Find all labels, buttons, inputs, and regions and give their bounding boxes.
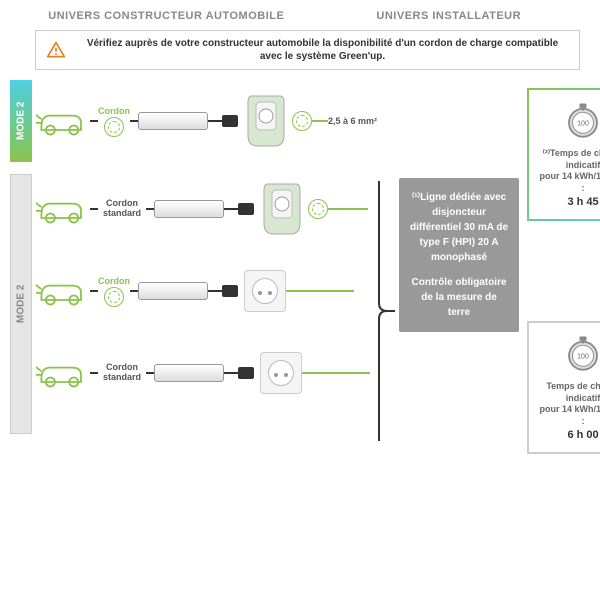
cord-brand-label: Cordon <box>98 106 130 116</box>
mode-labels-column: MODE 2 MODE 2 <box>10 80 32 454</box>
info-line2: Contrôle obligatoire de la mesure de ter… <box>409 275 509 320</box>
greenup-badge-icon <box>104 117 124 137</box>
mode-label-top: MODE 2 <box>10 80 32 162</box>
rows-column: Cordon 2,5 à 6 mm² Cordon standard <box>32 80 377 454</box>
car-icon <box>36 273 90 309</box>
cord-brand-label: Cordon <box>98 276 130 286</box>
greenup-badge-icon <box>104 287 124 307</box>
timer-icon: 100 <box>562 333 600 375</box>
wire-section-label: 2,5 à 6 mm² <box>328 116 377 126</box>
time-label: ⁽²⁾Temps de charge indicatif <box>543 148 600 170</box>
svg-text:100: 100 <box>577 120 589 127</box>
connector-icon <box>222 285 238 297</box>
greenup-socket-icon <box>260 180 304 238</box>
charge-row: Cordon standard <box>32 168 377 250</box>
car-icon <box>36 191 90 227</box>
cable-box-icon <box>138 282 208 300</box>
charge-row: Cordon 2,5 à 6 mm² <box>32 80 377 162</box>
header-row: UNIVERS CONSTRUCTEUR AUTOMOBILE UNIVERS … <box>35 10 580 22</box>
svg-text:100: 100 <box>577 353 589 360</box>
time-value: 3 h 45 <box>567 196 598 208</box>
cable-box-icon <box>154 200 224 218</box>
warning-box: Vérifiez auprès de votre constructeur au… <box>35 30 580 70</box>
connector-icon <box>238 367 254 379</box>
charge-row: Cordon standard <box>32 332 377 414</box>
greenup-socket-icon <box>244 92 288 150</box>
right-column: ⁽¹⁾Ligne dédiée avec disjoncteur différe… <box>399 80 519 430</box>
cable-box-icon <box>138 112 208 130</box>
cable-box-icon <box>154 364 224 382</box>
warning-triangle-icon <box>46 40 66 60</box>
time-card-fast: 100 ⁽²⁾Temps de charge indicatifpour 14 … <box>527 88 600 221</box>
standard-socket-icon <box>244 270 286 312</box>
time-value: 6 h 00 <box>567 429 598 441</box>
header-left: UNIVERS CONSTRUCTEUR AUTOMOBILE <box>35 10 298 22</box>
time-consumption: pour 14 kWh/100 km : <box>540 171 600 193</box>
car-icon <box>36 355 90 391</box>
header-right: UNIVERS INSTALLATEUR <box>318 10 581 22</box>
charge-row: Cordon <box>32 250 377 332</box>
cord-standard-label: Cordon standard <box>98 363 146 383</box>
mode-label-bottom: MODE 2 <box>10 174 32 434</box>
time-cards-column: 100 ⁽²⁾Temps de charge indicatifpour 14 … <box>527 88 600 454</box>
cord-standard-label: Cordon standard <box>98 199 146 219</box>
time-label: Temps de charge indicatif <box>546 381 600 403</box>
time-consumption: pour 14 kWh/100 km : <box>540 404 600 426</box>
connector-icon <box>222 115 238 127</box>
bracket-icon <box>377 80 395 454</box>
main-diagram: MODE 2 MODE 2 Cordon 2,5 à 6 mm² Cordon … <box>10 80 590 454</box>
info-box: ⁽¹⁾Ligne dédiée avec disjoncteur différe… <box>399 178 519 332</box>
greenup-badge-icon <box>308 199 328 219</box>
time-card-slow: 100 Temps de charge indicatifpour 14 kWh… <box>527 321 600 454</box>
connector-icon <box>238 203 254 215</box>
info-line1: ⁽¹⁾Ligne dédiée avec disjoncteur différe… <box>409 190 509 265</box>
greenup-badge-icon <box>292 111 312 131</box>
car-icon <box>36 103 90 139</box>
timer-icon: 100 <box>562 100 600 142</box>
standard-socket-icon <box>260 352 302 394</box>
warning-text: Vérifiez auprès de votre constructeur au… <box>76 37 569 63</box>
